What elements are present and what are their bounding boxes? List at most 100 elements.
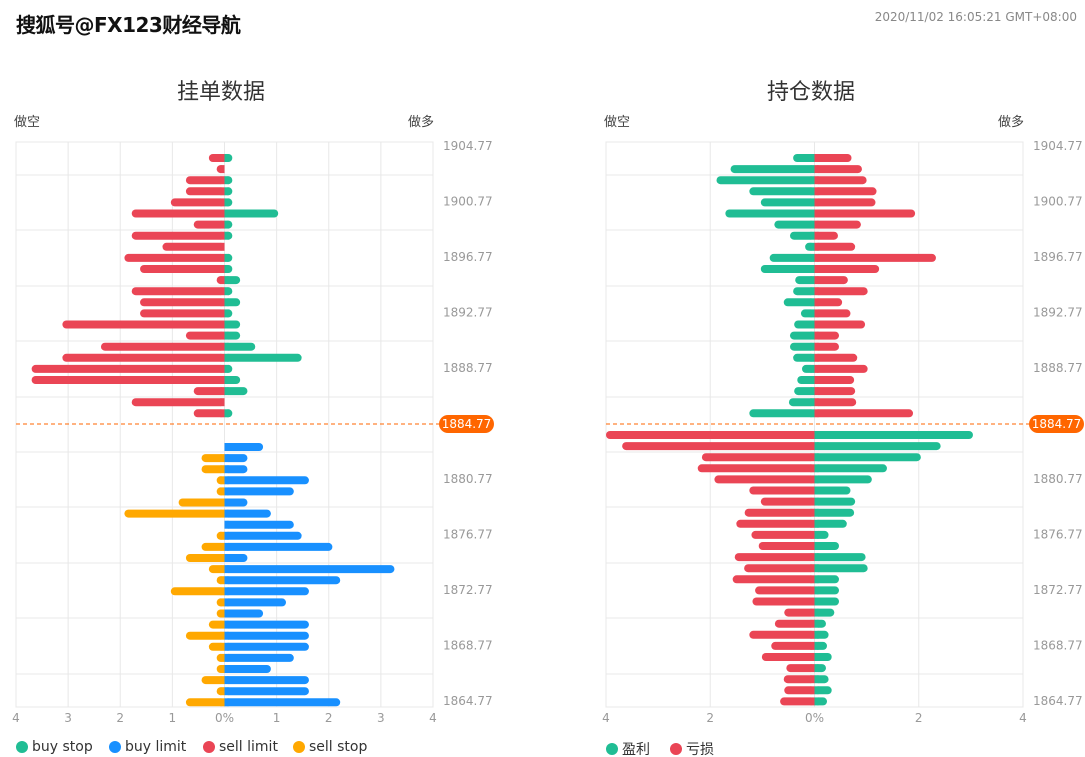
bar-left_green-inner xyxy=(810,398,815,407)
bar-left_green-inner xyxy=(810,176,815,185)
price-tick-label: 1900.77 xyxy=(443,195,493,209)
bar-buy-limit-inner xyxy=(224,642,229,651)
bar-sell-stop-inner xyxy=(220,454,225,463)
bar-left_green xyxy=(795,276,815,285)
bar-right_green xyxy=(814,486,851,495)
bar-sell-limit xyxy=(185,176,225,185)
x-tick-label: 2 xyxy=(915,711,923,725)
legend-label: sell stop xyxy=(309,739,368,755)
bar-buy-limit xyxy=(224,665,271,673)
bar-left_red xyxy=(744,564,815,573)
bar-right_green-inner xyxy=(814,453,819,462)
bar-left_green xyxy=(749,187,815,196)
x-tick-label: 1 xyxy=(169,711,177,725)
bar-left_red-inner xyxy=(810,664,815,673)
bar-right_green-inner xyxy=(814,664,819,673)
bar-right_red xyxy=(814,309,851,318)
bar-left_red xyxy=(755,586,815,595)
bar-sell-limit-inner xyxy=(220,265,225,273)
price-tick-label: 1904.77 xyxy=(1033,139,1083,153)
legend-sell-limit[interactable]: sell limit xyxy=(203,739,278,755)
bar-sell-stop-inner xyxy=(220,576,225,585)
bar-right_red xyxy=(814,242,856,251)
bar-right_green-inner xyxy=(814,542,819,550)
bar-left_green-inner xyxy=(810,376,815,384)
legend-profit[interactable]: 盈利 xyxy=(606,739,650,757)
bar-buy-stop-inner xyxy=(224,209,229,218)
bar-right_red xyxy=(814,376,855,384)
bar-sell-limit xyxy=(31,364,225,373)
bar-sell-limit xyxy=(193,409,225,418)
bar-left_red-inner xyxy=(810,431,815,439)
legend-loss[interactable]: 亏损 xyxy=(670,739,714,757)
bar-sell-limit-inner xyxy=(220,342,225,351)
short-label: 做空 xyxy=(604,115,631,130)
current-price-badge xyxy=(439,415,494,433)
bar-right_red xyxy=(814,409,914,418)
current-price-badge xyxy=(1029,415,1084,433)
bar-right_green-inner xyxy=(814,553,819,562)
bar-sell-limit xyxy=(193,387,225,396)
bar-right_green-inner xyxy=(814,641,819,650)
bar-sell-stop xyxy=(201,465,225,474)
bar-right_green-inner xyxy=(814,697,819,706)
bar-sell-stop xyxy=(185,631,225,640)
bar-right_red-inner xyxy=(814,209,819,218)
bar-sell-stop-inner xyxy=(220,653,225,662)
bar-left_red xyxy=(622,442,815,451)
legend-sell-stop[interactable]: sell stop xyxy=(293,739,367,755)
bar-buy-limit xyxy=(224,554,248,562)
bar-sell-limit-inner xyxy=(220,320,225,329)
bar-left_green xyxy=(794,320,815,329)
bar-buy-limit xyxy=(224,487,294,496)
bar-left_red-inner xyxy=(810,641,815,650)
bar-left_red xyxy=(780,697,815,706)
bar-right_red xyxy=(814,298,843,307)
price-tick-label: 1892.77 xyxy=(443,306,493,320)
bar-buy-limit xyxy=(224,631,309,640)
bar-buy-limit-inner xyxy=(224,454,229,463)
price-tick-label: 1876.77 xyxy=(443,528,493,542)
bar-left_green xyxy=(788,398,815,407)
bar-left_green xyxy=(793,154,815,162)
bar-right_green xyxy=(814,453,921,462)
bar-sell-stop-inner xyxy=(220,509,225,518)
bar-left_red-inner xyxy=(810,686,815,695)
bar-buy-limit xyxy=(224,642,309,651)
bar-right_green-inner xyxy=(814,442,819,451)
bar-right_green xyxy=(814,586,839,595)
bar-left_green-inner xyxy=(810,265,815,273)
legend-buy-stop[interactable]: buy stop xyxy=(16,739,93,755)
bar-buy-limit-inner xyxy=(224,509,229,518)
bar-buy-limit-inner xyxy=(224,631,229,640)
bar-buy-limit-inner xyxy=(224,520,229,529)
bar-right_green-inner xyxy=(814,486,819,495)
bar-left_red-inner xyxy=(810,564,815,573)
bar-left_red xyxy=(734,553,815,562)
bar-left_red-inner xyxy=(810,675,815,684)
legend-label: buy stop xyxy=(32,739,93,755)
bar-right_green xyxy=(814,608,835,617)
bar-right_red-inner xyxy=(814,154,819,162)
bar-right_green-inner xyxy=(814,575,819,584)
bar-right_red xyxy=(814,287,868,296)
x-tick-label: 2 xyxy=(325,711,333,725)
bar-left_red xyxy=(697,464,815,473)
bar-right_green xyxy=(814,442,941,451)
bar-right_red-inner xyxy=(814,342,819,351)
bar-left_green-inner xyxy=(810,154,815,162)
bar-sell-limit xyxy=(62,353,225,362)
bar-right_green-inner xyxy=(814,431,819,439)
bar-left_red-inner xyxy=(810,586,815,595)
legend-buy-limit[interactable]: buy limit xyxy=(109,739,186,755)
bar-sell-limit-inner xyxy=(220,364,225,373)
bar-right_red-inner xyxy=(814,220,819,229)
bar-right_red-inner xyxy=(814,242,819,251)
bar-buy-stop-inner xyxy=(224,320,229,329)
bar-left_green-inner xyxy=(810,353,815,362)
bar-sell-limit xyxy=(131,231,225,240)
bar-sell-stop xyxy=(124,509,225,518)
bar-left_green xyxy=(790,342,815,351)
bar-sell-limit xyxy=(140,298,225,307)
